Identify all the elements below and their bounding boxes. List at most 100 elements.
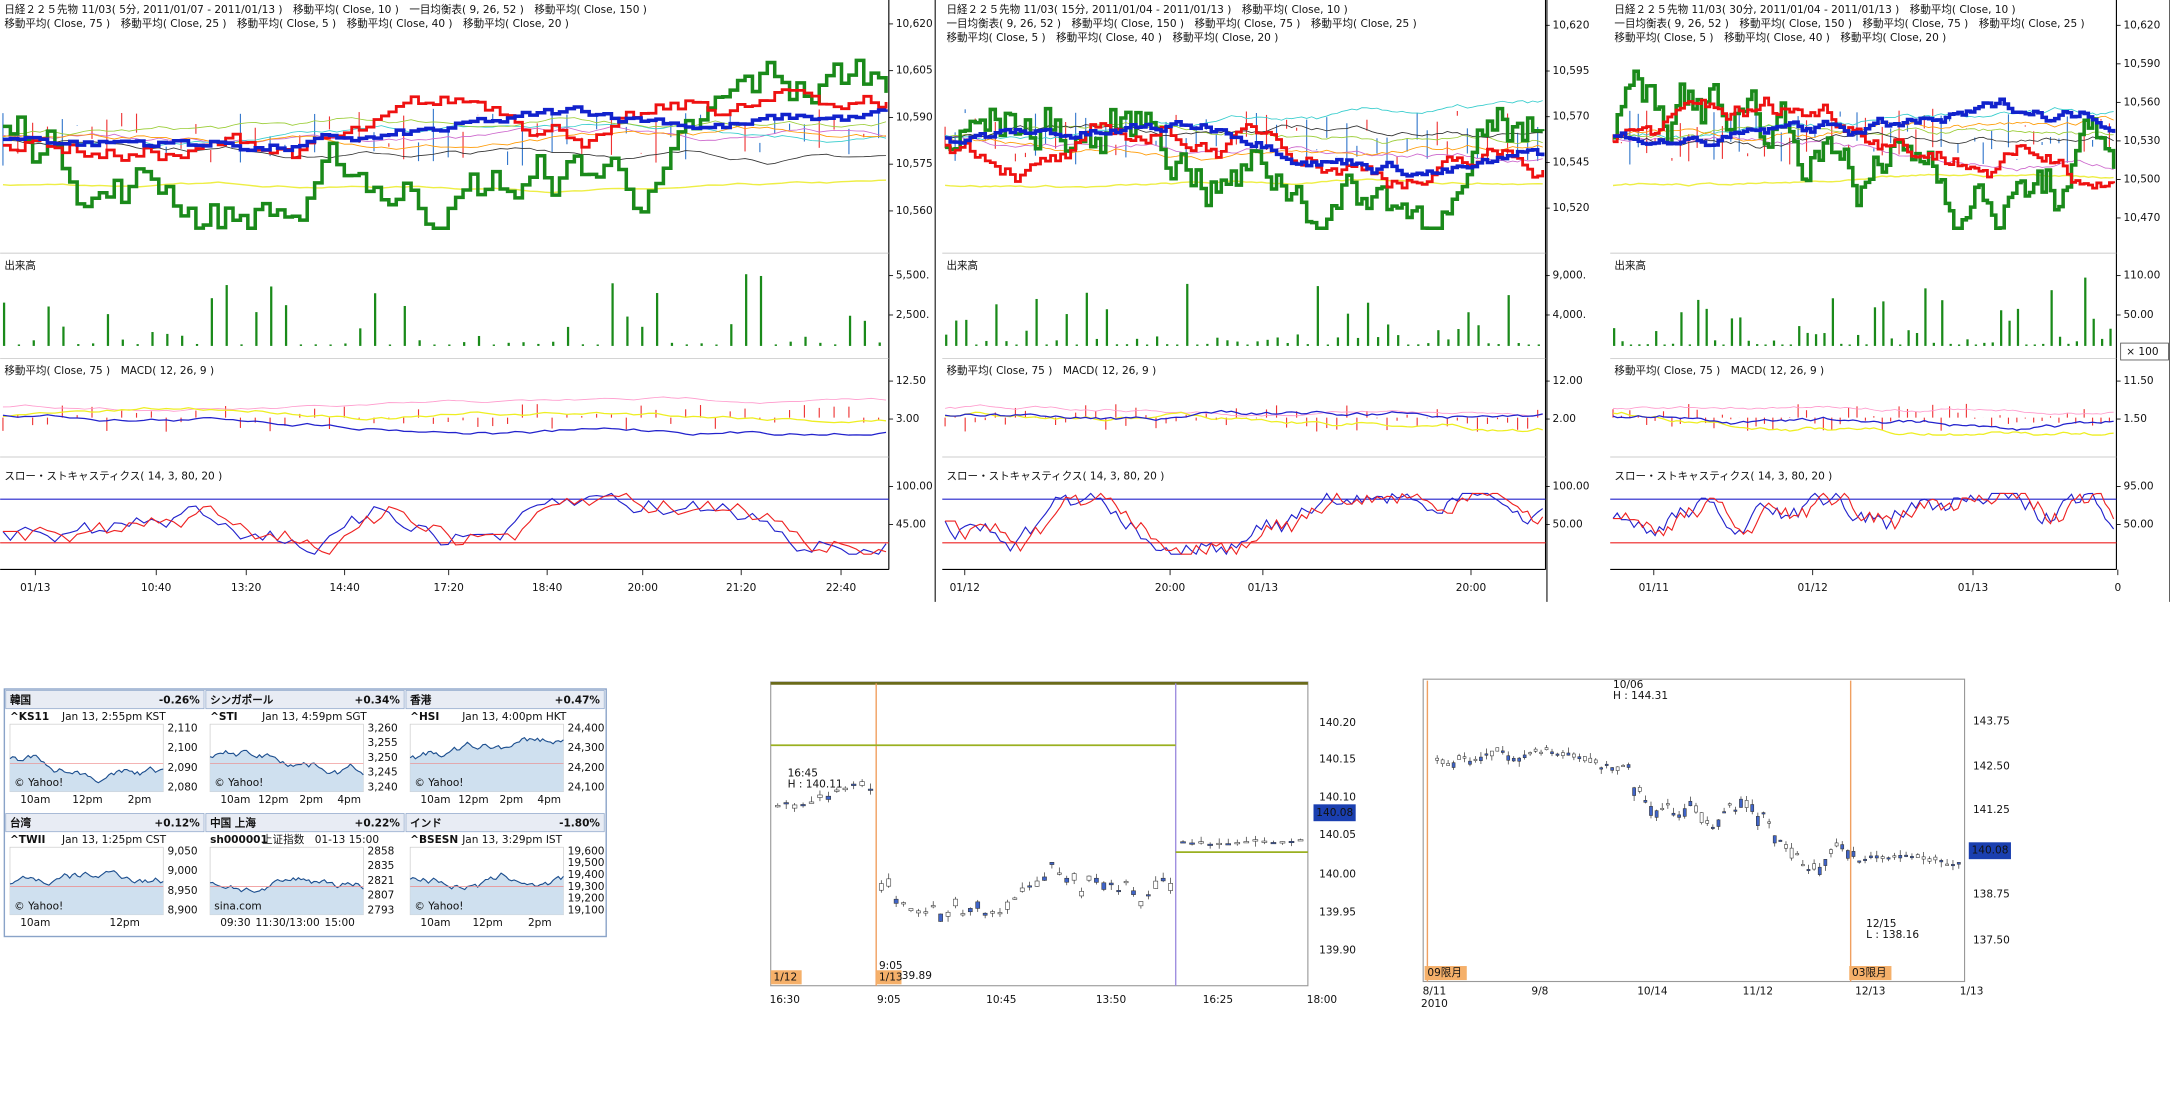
contract-label: 03限月: [1852, 967, 1886, 979]
base-line: [2, 105, 888, 153]
candle-body: [893, 898, 899, 904]
candle-body: [1880, 856, 1885, 859]
market-change: -0.26%: [159, 694, 200, 706]
x-tick-label: 10am: [220, 794, 250, 806]
volume-bar: [359, 328, 362, 346]
y-tick-label: 2,100: [167, 742, 197, 754]
candle-body: [1840, 844, 1845, 850]
volume-bar: [1680, 312, 1683, 346]
candle-body: [817, 794, 823, 798]
market-symbol: sh000001: [210, 834, 268, 846]
tile-header: [5, 813, 205, 833]
candle-body: [945, 911, 951, 917]
y-tick-label: 2,110: [167, 722, 197, 734]
area: [410, 737, 564, 792]
x-tick-label: 2pm: [528, 917, 552, 929]
volume-bar: [1417, 344, 1420, 346]
x-tick-label: 11/12: [1743, 985, 1773, 997]
volume-bar: [878, 342, 881, 346]
day-label: 1/13: [879, 971, 903, 983]
x-tick-label: 20:00: [1155, 582, 1185, 594]
candle-body: [859, 781, 865, 786]
ma-line: [944, 137, 1543, 161]
candle-body: [1042, 876, 1047, 881]
y-tick-label: 10,560: [896, 205, 933, 217]
volume-bar: [655, 293, 659, 346]
volume-bar: [1772, 340, 1776, 346]
y-tick-label: 137.50: [1973, 935, 2010, 947]
candle-body: [1252, 839, 1259, 842]
last-price: 140.08: [1316, 807, 1353, 819]
volume-bar: [1814, 334, 1818, 346]
y-tick-label: 4,000.: [1553, 309, 1587, 321]
volume-bar: [1186, 283, 1189, 346]
y-tick-label: 19,300: [568, 881, 605, 893]
ma-line: [1612, 173, 2114, 187]
candle-body: [1501, 750, 1505, 753]
candle-body: [1722, 811, 1726, 814]
volume-bar: [477, 335, 481, 346]
x-tick-label: 18:00: [1307, 994, 1337, 1006]
volume-bar: [1447, 339, 1450, 346]
y-tick-label: 10,570: [1553, 111, 1590, 123]
candle-body: [1146, 894, 1151, 897]
price-tag: [1313, 804, 1356, 822]
y-tick-label: 139.95: [1319, 907, 1356, 919]
y-tick-label: 10,520: [1553, 202, 1590, 214]
x-tick-label: 0: [2114, 582, 2121, 594]
day-tag: [876, 970, 902, 985]
volume-bar: [121, 339, 124, 346]
volume-bar: [1646, 344, 1649, 346]
x-tick-label: 12pm: [258, 794, 288, 806]
volume-bar: [626, 316, 629, 346]
market-time: Jan 13, 4:59pm SGT: [261, 711, 367, 723]
market-name: シンガポール: [210, 693, 274, 706]
candle-body: [1243, 841, 1250, 844]
panel-title: 日経２２５先物 11/03( 30分, 2011/01/04 - 2011/01…: [1614, 3, 2015, 16]
volume-bar: [1366, 302, 1370, 346]
macd-ma: [1612, 405, 2114, 415]
volume-bar: [1823, 333, 1826, 346]
y-tick-label: 19,200: [568, 893, 605, 905]
price-line: [9, 754, 164, 784]
area: [410, 873, 564, 915]
candle-body: [1694, 805, 1698, 813]
candle-body: [1153, 880, 1159, 889]
candle-body: [1761, 812, 1766, 815]
x-tick-label: 8/11: [1423, 985, 1447, 997]
volume-bar: [1226, 340, 1229, 346]
volume-bar: [1613, 328, 1616, 346]
price-tag: [1968, 842, 2011, 860]
macd-label: 移動平均( Close, 75 ) MACD( 12, 26, 9 ): [946, 364, 1156, 377]
volume-bar: [774, 344, 777, 346]
volume-bar: [985, 340, 988, 346]
volume-bar: [1035, 298, 1038, 346]
volume-bar: [1621, 341, 1624, 346]
candle-body: [1484, 753, 1489, 756]
tile-header: [205, 813, 405, 833]
candle-body: [1806, 869, 1811, 872]
volume-bar: [433, 344, 436, 346]
volume-bar: [32, 340, 35, 346]
candle-body: [1123, 881, 1129, 884]
market-change: -1.80%: [559, 817, 600, 829]
volume-bar: [995, 304, 998, 346]
stoch-k: [944, 492, 1544, 556]
volume-bar: [1075, 344, 1078, 346]
candle-body: [825, 795, 831, 800]
candle-body: [1168, 883, 1173, 891]
x-tick-label: 16:30: [770, 994, 800, 1006]
credit: © Yahoo!: [414, 777, 463, 789]
volume-bar: [700, 343, 703, 346]
candle-body: [867, 788, 874, 791]
volume-bar: [1437, 330, 1440, 346]
volume-bar: [834, 344, 837, 346]
x-tick-label: 12pm: [458, 794, 488, 806]
x-tick-label: 01/13: [1248, 582, 1278, 594]
candle-body: [1588, 757, 1593, 763]
volume-bar: [1789, 344, 1792, 346]
volume-bar: [166, 333, 169, 346]
volume-bar: [1487, 343, 1490, 346]
volume-bar: [1697, 299, 1700, 346]
